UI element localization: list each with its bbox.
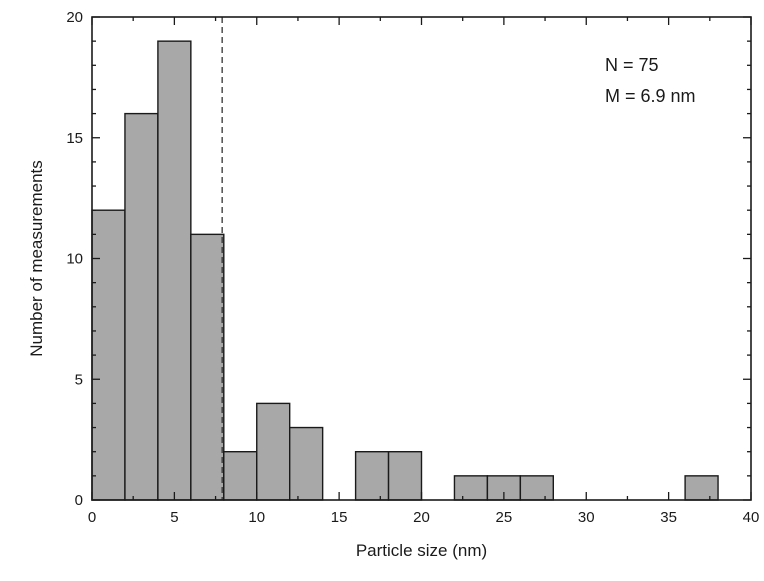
annotation-sample-count: N = 75 xyxy=(605,55,659,75)
y-tick-label: 20 xyxy=(66,9,83,26)
histogram-bar xyxy=(519,475,554,501)
x-tick-label: 15 xyxy=(331,509,348,526)
bars-layer xyxy=(91,40,719,501)
x-tick-label: 20 xyxy=(413,509,430,526)
histogram-bar xyxy=(157,40,192,501)
x-tick-label: 5 xyxy=(170,509,178,526)
y-axis-title: Number of measurements xyxy=(27,160,46,357)
histogram-bar xyxy=(387,451,423,501)
histogram-bar xyxy=(124,112,159,501)
plot-frame xyxy=(91,16,752,501)
y-tick-label: 0 xyxy=(75,492,83,509)
annotation-mean-size: M = 6.9 nm xyxy=(605,86,696,106)
histogram-bar xyxy=(684,475,719,501)
histogram-bar xyxy=(190,233,225,501)
y-tick-labels: 0 5 10 15 20 xyxy=(66,9,83,509)
histogram-bar xyxy=(223,451,258,501)
histogram-bar xyxy=(256,402,291,501)
histogram-bar xyxy=(354,451,390,501)
y-tick-label: 10 xyxy=(66,251,83,268)
x-tick-label: 40 xyxy=(743,509,760,526)
histogram-bar xyxy=(91,209,126,501)
y-tick-label: 15 xyxy=(66,130,83,147)
x-tick-label: 25 xyxy=(496,509,513,526)
x-tick-label: 10 xyxy=(248,509,265,526)
x-tick-labels: 0 5 10 15 20 25 30 35 40 xyxy=(88,509,760,526)
y-tick-label: 5 xyxy=(75,371,83,388)
histogram-bar xyxy=(453,475,489,501)
histogram-bar xyxy=(289,426,324,501)
x-tick-label: 30 xyxy=(578,509,595,526)
x-tick-label: 0 xyxy=(88,509,96,526)
x-axis-title: Particle size (nm) xyxy=(356,541,487,560)
x-tick-label: 35 xyxy=(660,509,677,526)
